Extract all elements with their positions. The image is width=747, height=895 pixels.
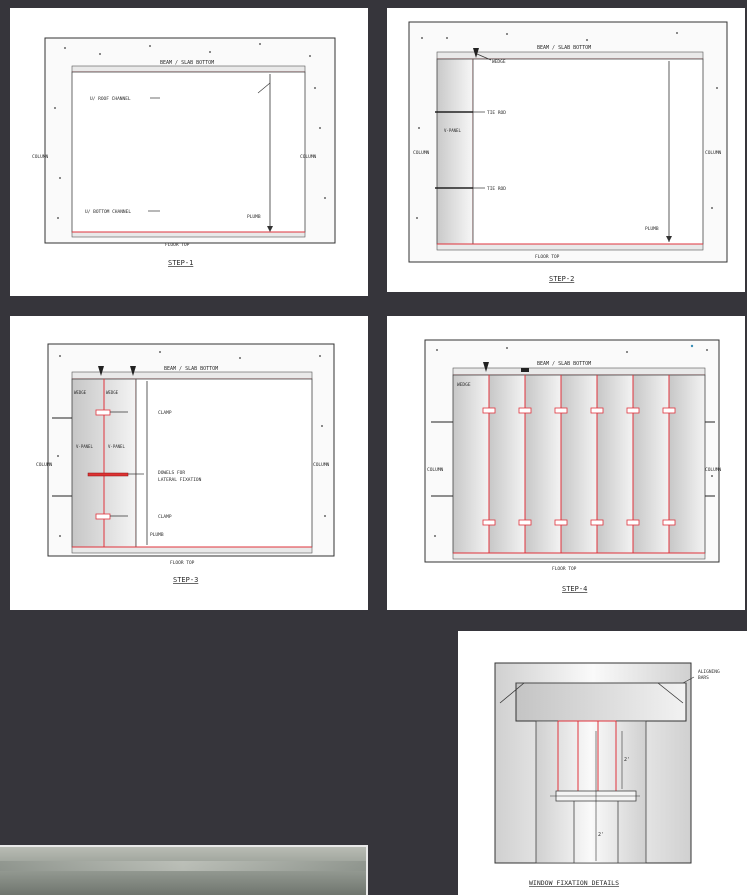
step-2-panel: BEAM / SLAB BOTTOM WEDGE TIE ROD TIE ROD…: [387, 8, 745, 292]
wedge-label: WEDGE: [492, 59, 506, 65]
step-3-panel: BEAM / SLAB BOTTOM WEDGE WEDGE CLAMP CLA…: [10, 316, 368, 610]
floor-label: FLOOR TOP: [165, 242, 190, 248]
aligning-bars-line2: BARS: [698, 675, 709, 681]
step-3-diagram: BEAM / SLAB BOTTOM WEDGE WEDGE CLAMP CLA…: [36, 343, 335, 584]
beam-hatch: [71, 65, 306, 73]
clamp-label-2: CLAMP: [158, 514, 172, 520]
aligning-bars-line1: ALIGNING: [698, 669, 720, 675]
step-caption: STEP-1: [168, 259, 193, 267]
v-panel: [436, 58, 474, 245]
v-panel-label-2: V-PANEL: [108, 444, 125, 449]
dowel-label-line2: LATERAL FIXATION: [158, 477, 202, 483]
column-right-label: COLUMN: [300, 154, 317, 160]
tie-rod-label-1: TIE ROD: [487, 110, 506, 116]
dowel-label-line1: DOWELS FOR: [158, 470, 185, 476]
roof-channel-label: U/ ROOF CHANNEL: [90, 96, 131, 102]
step-caption: STEP-3: [173, 576, 198, 584]
step-4-panel: BEAM / SLAB BOTTOM WEDGE COLUMN COLUMN F…: [387, 316, 745, 610]
column-left-label: COLUMN: [413, 150, 430, 156]
beam-label: BEAM / SLAB BOTTOM: [537, 361, 591, 367]
step-caption: STEP-4: [562, 585, 587, 593]
window-fixation-diagram: ALIGNING BARS 2' 2' WINDOW FIXATION DETA…: [494, 662, 720, 887]
column-right-label: COLUMN: [705, 150, 722, 156]
beam-label: BEAM / SLAB BOTTOM: [537, 45, 591, 51]
column-left-label: COLUMN: [36, 462, 53, 468]
beam-label: BEAM / SLAB BOTTOM: [164, 366, 218, 372]
wedge-label-1: WEDGE: [74, 390, 87, 395]
step-1-panel: BEAM / SLAB BOTTOM U/ ROOF CHANNEL U/ BO…: [10, 8, 368, 296]
plumb-label: PLUMB: [150, 532, 164, 538]
step-2-diagram: BEAM / SLAB BOTTOM WEDGE TIE ROD TIE ROD…: [408, 21, 728, 283]
floor-label: FLOOR TOP: [170, 560, 195, 566]
v-panel-label-1: V-PANEL: [76, 444, 93, 449]
bottom-channel-label: U/ BOTTOM CHANNEL: [85, 209, 131, 215]
window-fixation-panel: ALIGNING BARS 2' 2' WINDOW FIXATION DETA…: [458, 631, 747, 895]
wedge-label-2: WEDGE: [106, 390, 119, 395]
floor-label: FLOOR TOP: [535, 254, 560, 260]
window-caption: WINDOW FIXATION DETAILS: [529, 879, 619, 887]
v-panel-label: V-PANEL: [444, 128, 461, 133]
column-right-label: COLUMN: [313, 462, 330, 468]
column-left-label: COLUMN: [32, 154, 49, 160]
column-right-label: COLUMN: [705, 467, 722, 473]
clamp-label-1: CLAMP: [158, 410, 172, 416]
step-caption: STEP-2: [549, 275, 574, 283]
beam-label: BEAM / SLAB BOTTOM: [160, 60, 214, 66]
plumb-label: PLUMB: [645, 226, 659, 232]
column-left-label: COLUMN: [427, 467, 444, 473]
tie-rod-label-2: TIE ROD: [487, 186, 506, 192]
site-photo: [0, 845, 368, 895]
dimension-label-1: 2': [624, 757, 630, 763]
step-4-diagram: BEAM / SLAB BOTTOM WEDGE COLUMN COLUMN F…: [424, 339, 722, 593]
floor-label: FLOOR TOP: [552, 566, 577, 572]
plumb-label: PLUMB: [247, 214, 261, 220]
wedge-label: WEDGE: [457, 382, 471, 388]
step-1-diagram: BEAM / SLAB BOTTOM U/ ROOF CHANNEL U/ BO…: [32, 37, 336, 267]
dimension-label-2: 2': [598, 832, 604, 838]
